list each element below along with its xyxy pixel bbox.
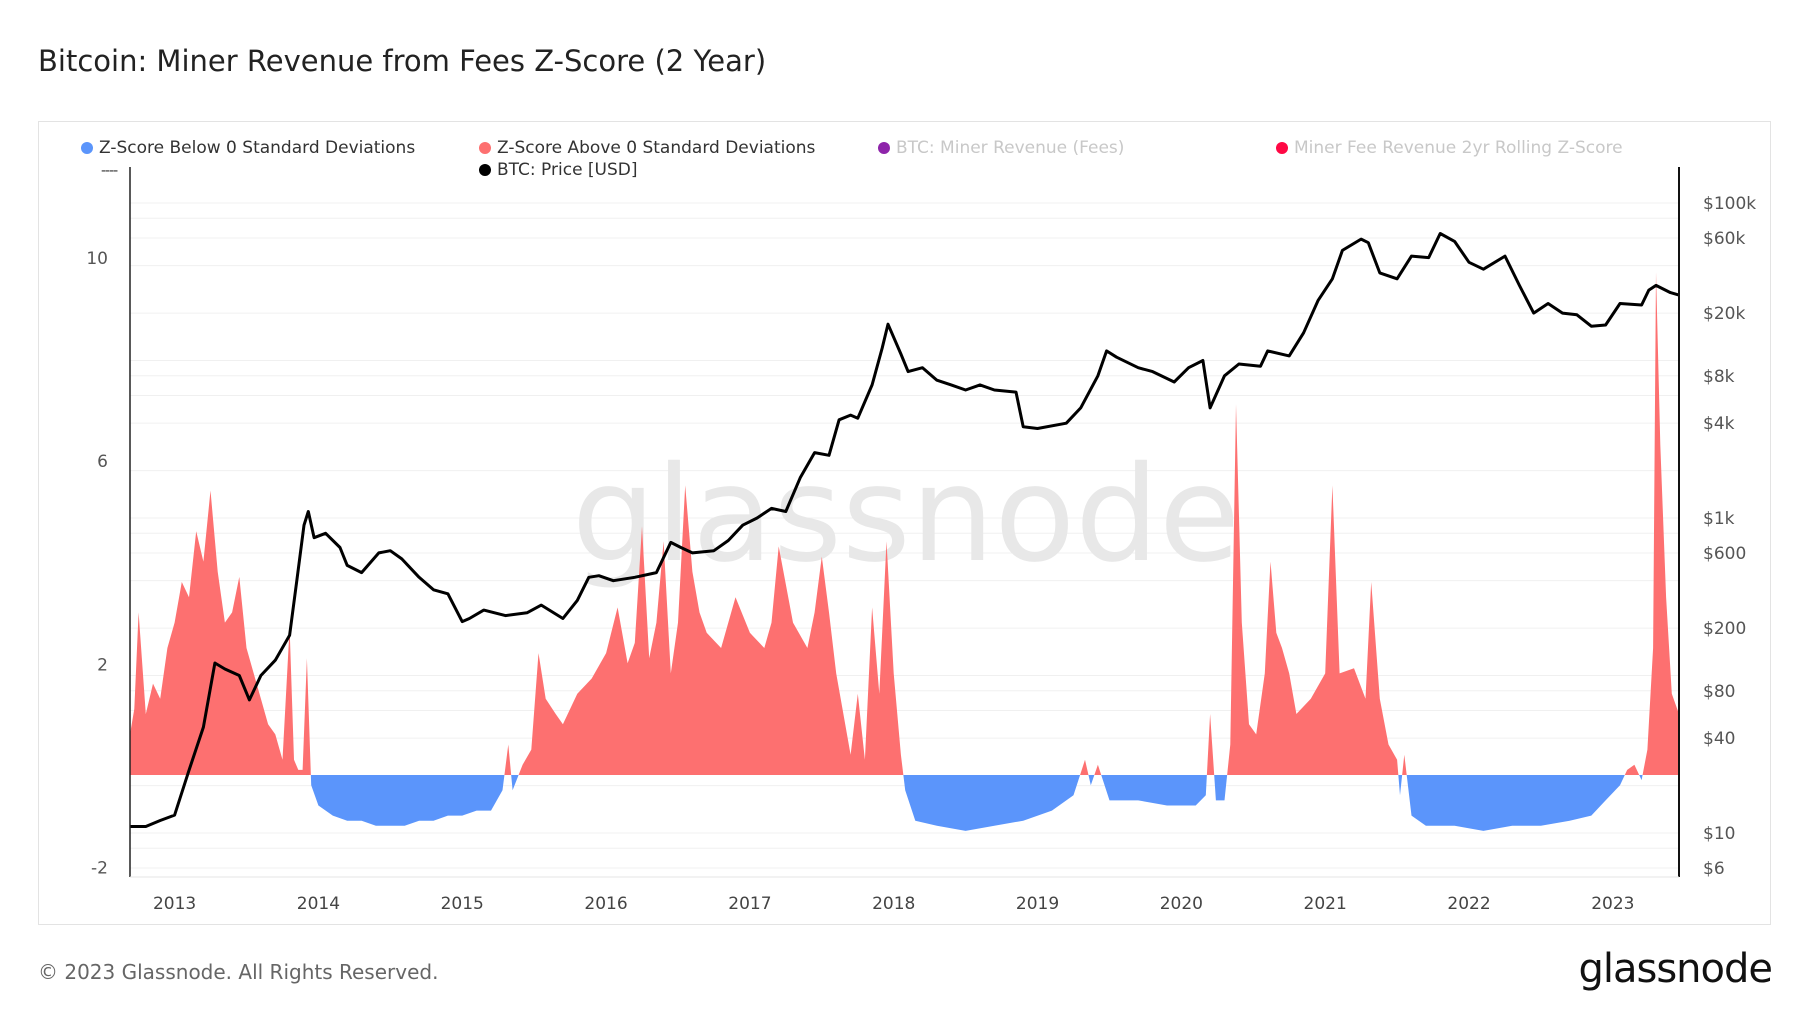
- legend-item-btc-price[interactable]: BTC: Price [USD]: [479, 160, 638, 180]
- legend-label: Z-Score Below 0 Standard Deviations: [99, 138, 416, 158]
- price-tick-label: $200: [1703, 619, 1746, 639]
- x-tick-label: 2013: [153, 894, 196, 914]
- x-tick-label: 2023: [1591, 894, 1634, 914]
- legend-item-zscore-below[interactable]: Z-Score Below 0 Standard Deviations: [81, 138, 415, 158]
- legend-label: Z-Score Above 0 Standard Deviations: [497, 138, 816, 158]
- x-tick-label: 2017: [728, 894, 771, 914]
- x-tick-label: 2020: [1160, 894, 1203, 914]
- price-tick-label: $100k: [1703, 194, 1756, 214]
- zscore-tick-label: 10: [86, 249, 108, 269]
- legend-dot-icon: [878, 142, 890, 154]
- legend-item-zscore-above[interactable]: Z-Score Above 0 Standard Deviations: [479, 138, 815, 158]
- price-tick-label: $600: [1703, 544, 1746, 564]
- legend-dot-icon: [1276, 142, 1288, 154]
- price-tick-label: $10: [1703, 824, 1735, 844]
- x-tick-label: 2016: [584, 894, 627, 914]
- x-tick-label: 2019: [1016, 894, 1059, 914]
- chart-title: Bitcoin: Miner Revenue from Fees Z-Score…: [38, 44, 767, 78]
- price-tick-label: $4k: [1703, 414, 1735, 434]
- x-tick-label: 2021: [1304, 894, 1347, 914]
- copyright: © 2023 Glassnode. All Rights Reserved.: [38, 960, 439, 984]
- price-tick-label: $60k: [1703, 229, 1745, 249]
- legend-label: Miner Fee Revenue 2yr Rolling Z-Score: [1294, 138, 1623, 158]
- price-tick-label: $80: [1703, 682, 1735, 702]
- legend-pager[interactable]: ----: [101, 163, 118, 179]
- x-tick-label: 2014: [297, 894, 340, 914]
- zscore-above-area: [130, 272, 1679, 775]
- price-tick-label: $6: [1703, 859, 1725, 879]
- x-tick-label: 2015: [441, 894, 484, 914]
- zscore-tick-label: -2: [91, 859, 108, 879]
- watermark: glassnode: [572, 438, 1240, 592]
- legend-label: BTC: Price [USD]: [497, 160, 638, 180]
- zscore-below-area: [130, 775, 1679, 831]
- zscore-tick-label: 2: [97, 655, 108, 675]
- price-tick-label: $1k: [1703, 509, 1735, 529]
- chart-container: [38, 121, 1771, 925]
- btc-price-line: [130, 232, 1680, 828]
- legend-dot-icon: [479, 164, 491, 176]
- legend-item-rolling-zscore[interactable]: Miner Fee Revenue 2yr Rolling Z-Score: [1276, 138, 1623, 158]
- glassnode-logo[interactable]: glassnode: [1578, 946, 1773, 992]
- price-tick-label: $8k: [1703, 367, 1735, 387]
- legend-dot-icon: [81, 142, 93, 154]
- x-tick-label: 2022: [1447, 894, 1490, 914]
- x-tick-label: 2018: [872, 894, 915, 914]
- legend-item-miner-revenue-fees[interactable]: BTC: Miner Revenue (Fees): [878, 138, 1124, 158]
- legend-dot-icon: [479, 142, 491, 154]
- price-tick-label: $40: [1703, 729, 1735, 749]
- price-tick-label: $20k: [1703, 304, 1745, 324]
- zscore-tick-label: 6: [97, 452, 108, 472]
- legend-label: BTC: Miner Revenue (Fees): [896, 138, 1125, 158]
